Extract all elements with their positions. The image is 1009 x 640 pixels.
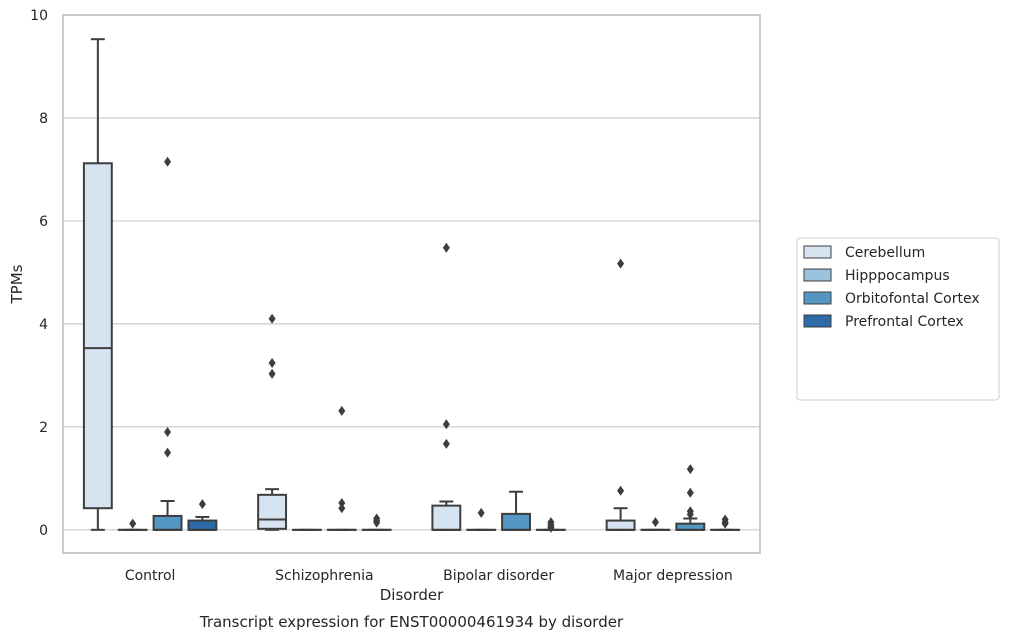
box-group <box>501 490 531 531</box>
y-tick-label: 2 <box>39 420 48 436</box>
box-group <box>605 258 636 531</box>
legend-swatch <box>803 314 832 328</box>
outlier-point <box>164 156 172 167</box>
outlier-point <box>686 509 694 520</box>
x-tick-label: Schizophrenia <box>275 568 373 584</box>
box-group <box>535 517 566 533</box>
outlier-point <box>164 447 172 458</box>
outlier-point <box>442 438 450 449</box>
box-group <box>675 464 706 531</box>
legend-label: Cerebellum <box>845 245 925 261</box>
legend-item: Prefrontal Cortex <box>803 314 964 330</box>
y-tick-label: 0 <box>39 523 48 539</box>
box <box>187 519 218 531</box>
box-group <box>640 517 671 531</box>
outlier-point <box>442 242 450 253</box>
x-tick-label: Major depression <box>613 568 733 584</box>
outlier-point <box>477 507 485 518</box>
outlier-point <box>373 517 381 528</box>
outlier-point <box>268 368 276 379</box>
box <box>605 519 636 531</box>
box <box>501 512 531 531</box>
y-tick-label: 6 <box>39 214 48 230</box>
legend-swatch <box>803 268 832 282</box>
box <box>152 514 183 531</box>
box <box>257 493 288 530</box>
x-axis-label: Disorder <box>380 586 444 604</box>
legend-label: Prefrontal Cortex <box>845 314 964 330</box>
box-group <box>326 405 357 531</box>
outlier-point <box>442 419 450 430</box>
outlier-point <box>617 258 625 269</box>
outlier-point <box>686 487 694 498</box>
y-tick-labels: 0 2 4 6 8 10 <box>30 8 48 539</box>
box-group <box>82 38 113 531</box>
box-group <box>117 518 148 531</box>
legend-item: Orbitofontal Cortex <box>803 291 980 307</box>
x-tick-label: Control <box>125 568 176 584</box>
legend-item: Cerebellum <box>803 245 925 261</box>
outlier-point <box>617 485 625 496</box>
legend-item: Hipppocampus <box>803 268 950 284</box>
x-tick-labels: Control Schizophrenia Bipolar disorder Majo… <box>125 568 733 584</box>
outlier-point <box>268 358 276 369</box>
y-tick-label: 8 <box>39 111 48 127</box>
box-group <box>361 513 392 531</box>
outlier-point <box>651 517 659 528</box>
outlier-point <box>338 498 346 509</box>
legend-swatch <box>803 291 832 305</box>
box-group <box>187 499 218 531</box>
box-group <box>152 156 183 531</box>
y-tick-label: 10 <box>30 8 48 24</box>
outlier-point <box>164 427 172 438</box>
legend-swatch <box>803 245 832 259</box>
outlier-point <box>268 313 276 324</box>
outlier-point <box>547 522 555 533</box>
box-plot-marks <box>82 38 741 533</box>
legend-label: Orbitofontal Cortex <box>845 291 980 307</box>
x-tick-label: Bipolar disorder <box>443 568 554 584</box>
legend: Cerebellum Hipppocampus Orbitofontal Corte… <box>796 237 1000 401</box>
box <box>82 162 113 510</box>
outlier-point <box>686 464 694 475</box>
outlier-point <box>198 499 206 510</box>
box-group <box>710 514 741 531</box>
y-axis-label: TPMs <box>8 264 26 304</box>
chart-caption: Transcript expression for ENST0000046193… <box>199 613 624 631</box>
box-group <box>257 313 288 531</box>
outlier-point <box>129 518 137 529</box>
y-tick-label: 4 <box>39 317 48 333</box>
box <box>431 504 462 531</box>
plot-area <box>62 14 761 554</box>
legend-frame <box>796 237 1000 401</box>
outlier-point <box>338 405 346 416</box>
outlier-point <box>721 518 729 529</box>
outlier-point <box>338 503 346 514</box>
box-group <box>431 242 462 531</box>
box-group <box>466 507 497 531</box>
legend-label: Hipppocampus <box>845 268 950 284</box>
